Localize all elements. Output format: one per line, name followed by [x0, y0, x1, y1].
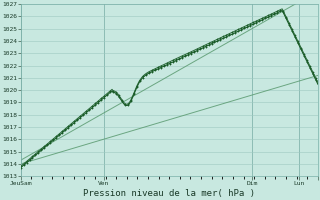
X-axis label: Pression niveau de la mer( hPa ): Pression niveau de la mer( hPa )	[83, 189, 255, 198]
